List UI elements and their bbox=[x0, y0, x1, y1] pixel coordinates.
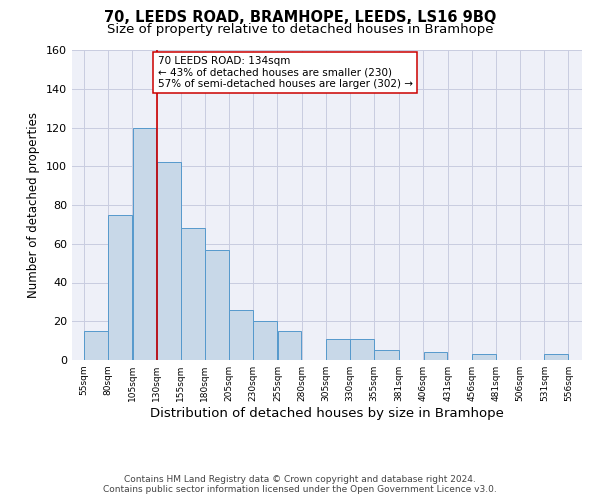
Text: Contains HM Land Registry data © Crown copyright and database right 2024.
Contai: Contains HM Land Registry data © Crown c… bbox=[103, 474, 497, 494]
X-axis label: Distribution of detached houses by size in Bramhope: Distribution of detached houses by size … bbox=[150, 407, 504, 420]
Bar bbox=[84, 331, 108, 360]
Bar bbox=[205, 250, 229, 360]
Bar bbox=[181, 228, 205, 360]
Text: 70 LEEDS ROAD: 134sqm
← 43% of detached houses are smaller (230)
57% of semi-det: 70 LEEDS ROAD: 134sqm ← 43% of detached … bbox=[158, 56, 413, 89]
Bar bbox=[374, 350, 399, 360]
Bar bbox=[326, 338, 350, 360]
Bar bbox=[133, 128, 157, 360]
Text: Size of property relative to detached houses in Bramhope: Size of property relative to detached ho… bbox=[107, 22, 493, 36]
Bar bbox=[157, 162, 181, 360]
Bar bbox=[229, 310, 253, 360]
Text: 70, LEEDS ROAD, BRAMHOPE, LEEDS, LS16 9BQ: 70, LEEDS ROAD, BRAMHOPE, LEEDS, LS16 9B… bbox=[104, 10, 496, 25]
Bar bbox=[109, 214, 132, 360]
Bar bbox=[350, 338, 374, 360]
Bar bbox=[278, 331, 301, 360]
Y-axis label: Number of detached properties: Number of detached properties bbox=[28, 112, 40, 298]
Bar bbox=[544, 354, 568, 360]
Bar bbox=[253, 322, 277, 360]
Bar bbox=[424, 352, 448, 360]
Bar bbox=[472, 354, 496, 360]
